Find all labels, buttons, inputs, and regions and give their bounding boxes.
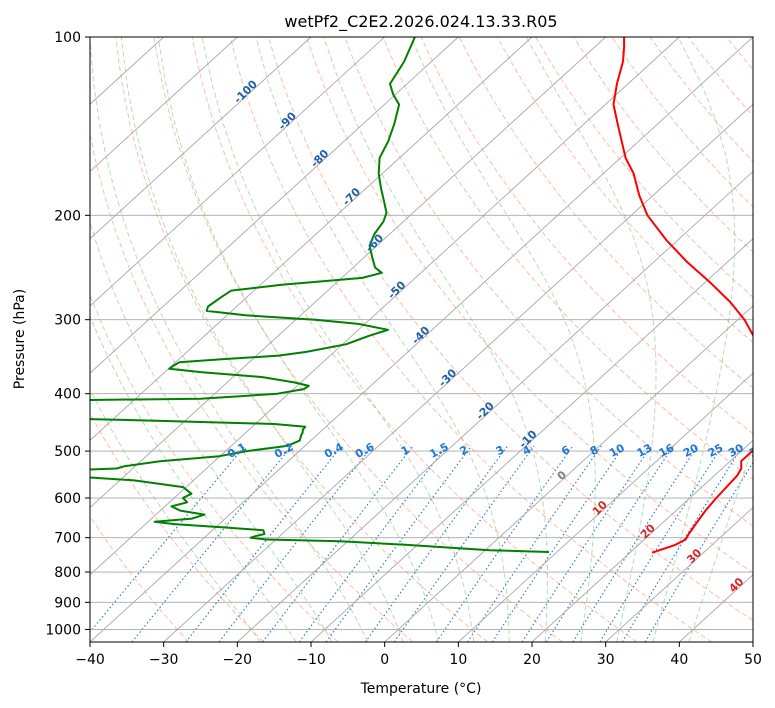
y-axis-ticks: 100 200 300 400 500 600 700 800 900 1000 [45, 30, 90, 638]
isotherm-line [531, 439, 753, 642]
mixing-ratio-label: 36 [747, 441, 767, 460]
x-tick-label: −40 [75, 652, 105, 668]
moist-adiabat-line [652, 37, 736, 642]
x-tick-label: 10 [449, 652, 467, 668]
mixing-ratio-line [599, 445, 723, 642]
mixing-ratio-line [298, 445, 448, 642]
y-tick-label: 1000 [45, 622, 81, 638]
isotherm-line [90, 37, 753, 642]
dry-adiabat-line [420, 37, 753, 435]
moist-adiabat-line [255, 37, 510, 642]
mixing-ratio-line [90, 445, 246, 633]
dry-adiabat-line [90, 412, 264, 642]
moist-adiabat-line [410, 37, 596, 642]
mixing-ratio-line [364, 445, 509, 642]
mixing-ratio-line [262, 445, 414, 642]
isotherm-line [90, 37, 385, 307]
chart-title: wetPf2_C2E2.2026.024.13.33.R05 [284, 12, 557, 32]
isotherm-line [310, 238, 753, 642]
x-tick-label: −30 [149, 652, 179, 668]
mixing-ratio-line [185, 445, 343, 642]
isotherm-line [90, 37, 238, 173]
x-tick-label: 0 [380, 652, 389, 668]
x-tick-label: 30 [597, 652, 615, 668]
mixing-ratio-line [521, 445, 652, 642]
dry-adiabat-line [496, 37, 753, 344]
x-axis-label: Temperature (°C) [360, 681, 482, 697]
x-tick-label: 20 [523, 652, 541, 668]
y-tick-label: 300 [54, 313, 81, 329]
isotherm-line [605, 506, 753, 642]
mixing-ratio-label: 25 [706, 441, 726, 460]
mixing-ratio-label: 30 [726, 441, 746, 460]
y-tick-label: 600 [54, 491, 81, 507]
isotherms [90, 37, 753, 642]
mixing-ratio-line [644, 461, 753, 642]
isotherm-line [458, 372, 753, 642]
mixing-ratio-line [545, 445, 674, 642]
dry-adiabat-line [306, 37, 753, 574]
moist-adiabat-line [323, 37, 548, 642]
moist-adiabat-line [120, 37, 404, 642]
moist-adiabat-line [90, 388, 261, 642]
mixing-ratio-label: 16 [657, 441, 677, 460]
mixing-ratio-label: 10 [607, 441, 627, 460]
isotherm-line [90, 37, 459, 374]
isotherm-line [384, 305, 753, 642]
isotherm-line [163, 103, 753, 642]
moist-adiabat-line [525, 37, 657, 642]
dry-adiabat-line [535, 37, 753, 298]
y-tick-label: 400 [54, 387, 81, 403]
moist-adiabat-line [90, 220, 333, 642]
y-tick-label: 100 [54, 30, 81, 46]
profile-series [90, 37, 753, 554]
y-axis-label: Pressure (hPa) [12, 289, 28, 389]
y-tick-label: 900 [54, 595, 81, 611]
dry-adiabat-line [153, 37, 563, 642]
mixing-ratio-line [218, 445, 373, 642]
y-tick-label: 200 [54, 208, 81, 224]
moist-adiabat-line [201, 37, 475, 642]
x-tick-label: 50 [744, 652, 762, 668]
dry-adiabat-line [382, 37, 753, 481]
x-axis-ticks: −40 −30 −20 −10 0 10 20 30 40 50 [75, 642, 762, 668]
mixing-ratio-label: 20 [681, 441, 701, 460]
dry-adiabat-line [115, 37, 488, 642]
dry-adiabat-line [191, 37, 638, 642]
isobars [90, 37, 753, 630]
isotherm-line [90, 37, 680, 576]
x-tick-label: −10 [296, 652, 326, 668]
mixing-ratio-line [491, 445, 625, 642]
x-tick-label: 40 [670, 652, 688, 668]
isotherm-line [90, 37, 533, 441]
plot-area: 0.10.20.40.611.52346810131620253036-100-… [90, 37, 767, 642]
y-tick-label: 800 [54, 565, 81, 581]
mixing-ratio-line [435, 445, 574, 642]
moist-adiabat-line [90, 314, 297, 642]
x-tick-label: −20 [223, 652, 253, 668]
mixing-ratio-label: 13 [635, 441, 655, 460]
y-tick-label: 500 [54, 444, 81, 460]
plot-frame [89, 36, 754, 643]
temperature-line [612, 37, 753, 554]
dry-adiabat-line [268, 37, 753, 622]
mixing-ratio-line [621, 445, 744, 642]
isotherm-line [90, 37, 312, 240]
mixing-ratio-line [467, 445, 602, 642]
dewpoint-line [90, 37, 549, 553]
mixing-ratio-line [572, 445, 699, 642]
moist-adiabat-line [157, 37, 439, 642]
mixing-ratio-lines [90, 445, 753, 642]
y-tick-label: 700 [54, 531, 81, 547]
isotherm-line [90, 37, 606, 509]
